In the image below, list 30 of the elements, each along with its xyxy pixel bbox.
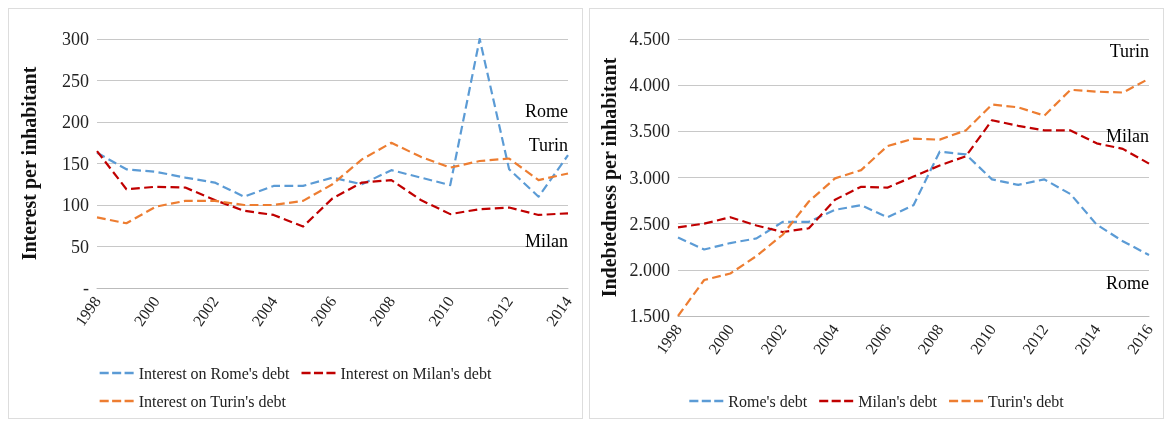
y-tick-label: 4.000 [629,75,670,96]
y-tick-label: 250 [62,70,89,91]
y-tick-label: 300 [62,29,89,49]
y-axis-title: Interest per inhabitant [18,66,41,261]
annotation: Rome [1106,273,1150,294]
y-tick-label: 150 [62,153,89,174]
y-tick-label: - [83,278,89,298]
legend-label: Turin's debt [988,392,1065,410]
annotation: Milan [525,231,568,252]
legend-label: Milan's debt [858,392,938,410]
y-tick-label: 50 [71,236,89,257]
y-axis-title: Indebtedness per inhabitant [597,57,621,298]
y-tick-label: 100 [62,195,89,215]
y-tick-label: 3.500 [629,121,670,142]
legend-label: Rome's debt [728,392,808,410]
legend-label: Interest on Turin's debt [138,392,287,410]
line-series [676,119,1151,234]
y-tick-label: 2.500 [629,213,670,234]
line-series [676,150,1151,257]
legend-label: Interest on Milan's debt [340,364,492,382]
annotation: Rome [525,101,569,122]
annotation: Milan [1106,125,1149,146]
legend-label: Interest on Rome's debt [138,364,291,382]
annotation: Turin [1109,40,1149,61]
annotation: Turin [528,135,568,156]
y-tick-label: 1.500 [629,306,670,326]
y-tick-label: 200 [62,112,89,132]
y-tick-label: 3.000 [629,167,670,188]
y-tick-label: 2.000 [629,259,670,280]
y-tick-label: 4.500 [629,29,670,49]
